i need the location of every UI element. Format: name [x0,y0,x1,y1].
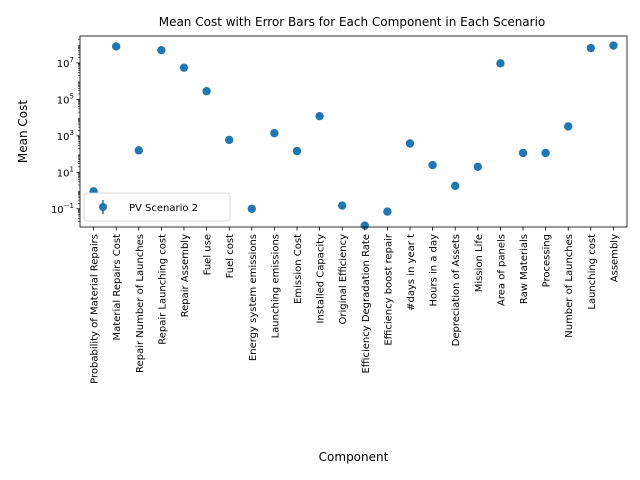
data-point [224,135,234,145]
x-tick-label: Repair Launching cost [157,234,168,345]
x-tick-label: Fuel cost [225,234,236,278]
y-tick-exponent: 7 [70,56,74,64]
x-tick-label: Area of panels [496,234,507,306]
data-point [609,41,618,50]
data-point [451,181,460,191]
x-tick-label: Raw Materials [519,234,530,304]
x-axis-label: Component [319,450,389,464]
data-point [202,87,211,96]
x-tick-label: Number of Launches [564,234,575,338]
data-point [383,207,392,216]
x-tick-label: Fuel use [203,234,214,275]
y-tick-label: 101 [57,165,74,179]
data-point [473,162,483,172]
x-tick-label: Mission Life [474,234,485,292]
legend-box [83,192,231,222]
legend-label: PV Scenario 2 [129,203,198,214]
x-tick-label: Emission Cost [293,234,304,304]
x-tick-label: Material Repairs Cost [112,234,123,341]
x-tick-label: Hours in a day [429,234,440,307]
chart-title: Mean Cost with Error Bars for Each Compo… [159,15,546,29]
data-point [337,201,347,210]
y-tick-base: 10 [57,132,70,143]
data-point [586,43,596,53]
data-point [518,148,528,158]
legend: PV Scenario 2 [83,192,231,222]
y-tick-base: 10 [57,59,70,70]
y-tick-exponent: 3 [70,129,74,137]
x-tick-label: Original Efficiency [338,234,349,325]
data-point [315,111,324,121]
x-tick-label: Repair Number of Launches [135,234,146,373]
y-tick-base: 10 [57,95,70,106]
y-tick-label: 105 [57,92,74,106]
data-point [405,139,415,148]
data-point [541,148,550,158]
x-tick-label: Repair Assembly [180,234,191,317]
y-tick-label: 10−1 [51,202,74,216]
y-tick-label: 107 [57,56,74,70]
y-tick-exponent: −1 [64,202,74,210]
legend-marker-icon [99,203,107,211]
x-tick-label: Installed Capacity [316,234,327,324]
data-point [134,146,143,155]
data-point [179,63,189,72]
x-tick-label: Assembly [609,234,620,282]
data-point [247,204,256,213]
x-tick-label: Efficiency Degradation Rate [361,234,372,374]
data-point [111,42,121,51]
y-tick-exponent: 1 [70,165,74,173]
data-points [89,41,618,230]
data-point [564,122,573,131]
data-point [428,160,437,170]
x-tick-label: Energy system emissions [248,234,259,361]
data-point [157,45,166,55]
data-point [496,59,505,68]
y-tick-base: 10 [51,205,64,216]
x-tick-label: Launching cost [587,234,598,310]
x-tick-label: Efficiency boost repair [383,233,394,346]
x-axis: Probability of Material Repairs Material … [90,227,620,384]
x-tick-label: Probability of Material Repairs [90,234,101,384]
axes-frame [79,35,628,228]
y-tick-label: 103 [57,129,74,143]
x-tick-label: Processing [542,234,553,287]
data-point [292,146,302,156]
data-point [360,221,370,230]
data-point [270,128,279,138]
y-tick-exponent: 5 [70,92,74,100]
x-tick-label: Launching emissions [270,234,281,338]
y-axis-label: Mean Cost [16,100,30,163]
x-tick-label: #days in year t [406,234,417,311]
y-tick-base: 10 [57,168,70,179]
x-tick-label: Depreciation of Assets [451,234,462,346]
